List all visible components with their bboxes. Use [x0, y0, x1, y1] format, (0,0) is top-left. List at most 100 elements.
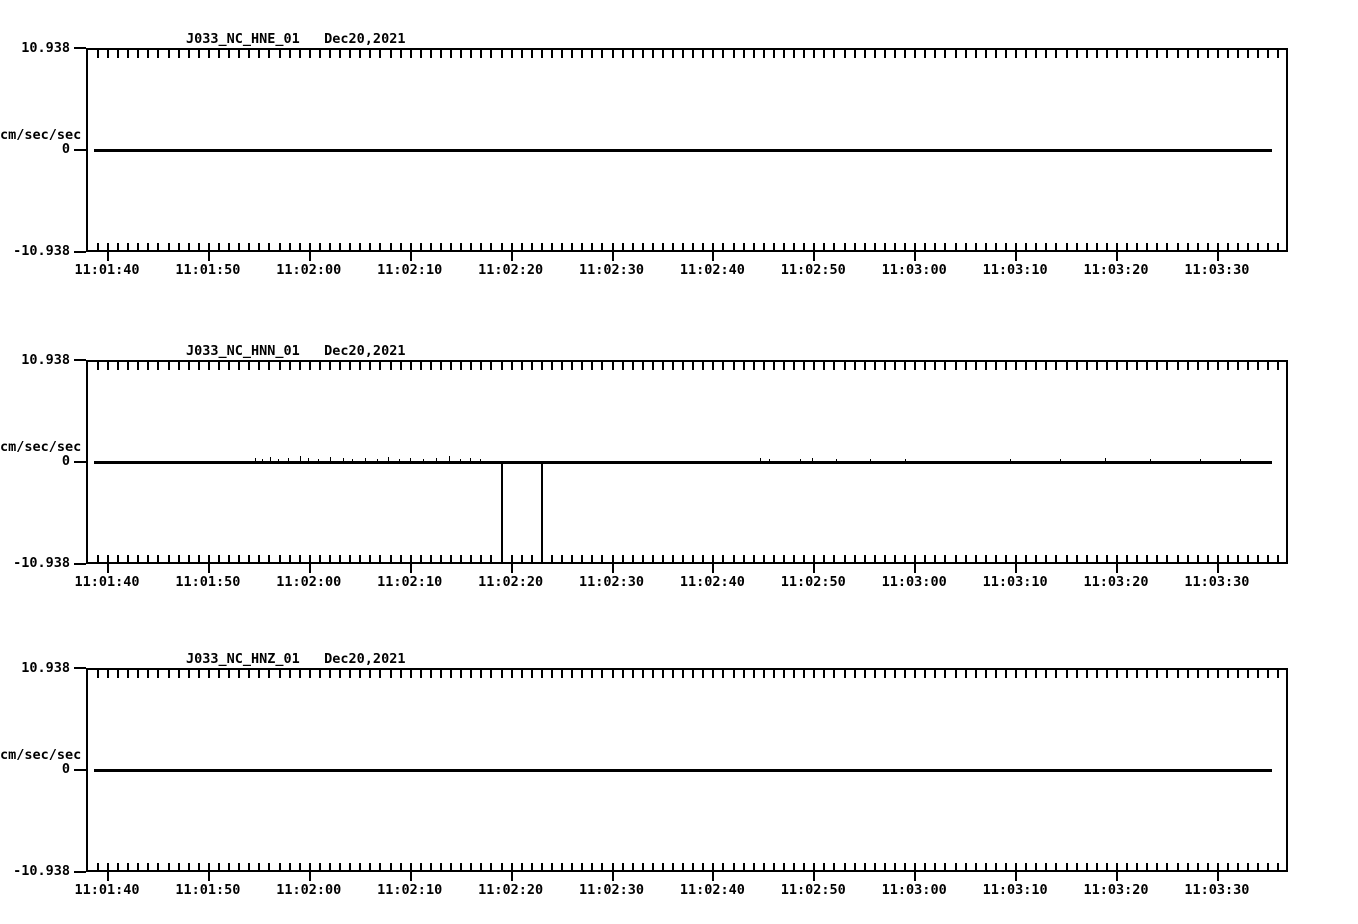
x-tick-top — [924, 362, 927, 370]
x-tick-top — [550, 50, 553, 58]
x-tick-top — [318, 362, 321, 370]
x-tick-top — [853, 670, 856, 678]
x-tick-top — [661, 670, 664, 678]
waveform-trace — [94, 461, 1272, 464]
x-tick-bottom-minor — [1085, 863, 1088, 870]
x-tick-bottom-minor — [1045, 555, 1048, 562]
x-tick-bottom-major-outer — [611, 564, 614, 573]
x-tick-top — [500, 670, 503, 678]
x-tick-bottom-minor — [298, 863, 301, 870]
x-tick-top — [1206, 50, 1209, 58]
x-tick-top — [1226, 50, 1229, 58]
x-tick-bottom-minor — [429, 243, 432, 250]
x-tick-bottom-minor — [601, 555, 604, 562]
x-tick-top — [389, 50, 392, 58]
x-tick-top — [1075, 50, 1078, 58]
y-tick-label-zero: 0 — [61, 453, 70, 469]
x-tick-bottom-minor — [783, 863, 786, 870]
x-tick-top — [762, 50, 765, 58]
x-tick-top — [1196, 362, 1199, 370]
x-tick-bottom-minor — [944, 243, 947, 250]
x-tick-top — [107, 50, 109, 58]
x-tick-top — [1176, 670, 1179, 678]
x-tick-bottom-major — [510, 243, 513, 250]
x-tick-bottom-minor — [894, 555, 897, 562]
x-tick-top — [712, 50, 715, 58]
x-tick-bottom-minor — [873, 863, 876, 870]
x-tick-top — [308, 670, 311, 678]
waveform-noise-speck — [352, 459, 353, 461]
x-tick-bottom-minor — [399, 863, 402, 870]
x-tick-bottom-minor — [732, 555, 735, 562]
x-tick-bottom-minor — [762, 863, 765, 870]
x-tick-bottom-minor — [581, 555, 584, 562]
x-tick-bottom-major-outer — [510, 252, 513, 261]
x-tick-bottom-minor — [187, 243, 190, 250]
x-tick-top — [520, 362, 523, 370]
x-tick-top — [752, 50, 755, 58]
x-tick-top — [147, 50, 150, 58]
x-tick-bottom-minor — [500, 243, 503, 250]
x-tick-top — [621, 670, 624, 678]
x-tick-bottom-minor — [692, 555, 695, 562]
x-tick-top — [197, 670, 200, 678]
x-tick-top — [1136, 50, 1139, 58]
x-tick-bottom-major-outer — [1015, 872, 1018, 881]
x-tick-top — [863, 50, 866, 58]
y-tick-label-min: -10.938 — [13, 243, 70, 259]
x-tick-top — [409, 362, 412, 370]
x-tick-top — [298, 362, 301, 370]
x-tick-label: 11:02:30 — [578, 882, 645, 898]
x-tick-bottom-minor — [278, 243, 281, 250]
x-tick-bottom-major — [1216, 555, 1219, 562]
waveform-noise-speck — [288, 458, 289, 461]
x-tick-top — [328, 50, 331, 58]
waveform-noise-speck — [1060, 459, 1061, 461]
x-tick-top — [157, 362, 160, 370]
x-tick-bottom-minor — [1085, 243, 1088, 250]
x-tick-bottom-minor — [1226, 555, 1229, 562]
x-tick-bottom-minor — [429, 863, 432, 870]
x-tick-bottom-minor — [1075, 243, 1078, 250]
waveform-noise-speck — [905, 459, 906, 461]
x-tick-top — [742, 50, 745, 58]
x-tick-label: 11:02:20 — [478, 574, 544, 590]
x-tick-top — [944, 362, 947, 370]
x-tick-label: 11:03:00 — [881, 882, 947, 898]
x-tick-label: 11:03:10 — [982, 574, 1048, 590]
x-tick-bottom-major — [712, 243, 715, 250]
x-tick-bottom-minor — [843, 243, 846, 250]
x-tick-top — [1156, 670, 1159, 678]
x-tick-top — [631, 670, 634, 678]
x-tick-top — [1105, 362, 1108, 370]
x-tick-top — [217, 670, 220, 678]
x-tick-bottom-minor — [127, 555, 130, 562]
x-tick-top — [843, 670, 846, 678]
x-tick-top — [248, 362, 251, 370]
x-tick-top — [308, 362, 311, 370]
x-tick-top — [308, 50, 311, 58]
x-tick-bottom-major — [510, 863, 513, 870]
x-tick-top — [611, 670, 614, 678]
x-tick-top — [460, 362, 463, 370]
x-tick-top — [672, 50, 675, 58]
x-tick-top — [1065, 50, 1068, 58]
x-tick-bottom-major — [207, 863, 210, 870]
y-tick-label-zero: 0 — [61, 141, 70, 157]
x-tick-top — [571, 50, 574, 58]
x-tick-bottom-minor — [439, 555, 442, 562]
x-tick-bottom-major-outer — [308, 872, 311, 881]
x-tick-top — [500, 362, 503, 370]
x-tick-top — [1247, 362, 1250, 370]
y-tick-mark-zero — [74, 769, 86, 771]
waveform-noise-speck — [769, 459, 770, 461]
x-tick-top — [268, 670, 271, 678]
x-tick-bottom-major-outer — [207, 252, 210, 261]
x-tick-bottom-minor — [167, 243, 170, 250]
x-tick-bottom-minor — [137, 863, 140, 870]
x-tick-bottom-minor — [217, 555, 220, 562]
x-tick-top — [490, 50, 493, 58]
x-tick-bottom-minor — [581, 243, 584, 250]
x-tick-top — [207, 362, 210, 370]
